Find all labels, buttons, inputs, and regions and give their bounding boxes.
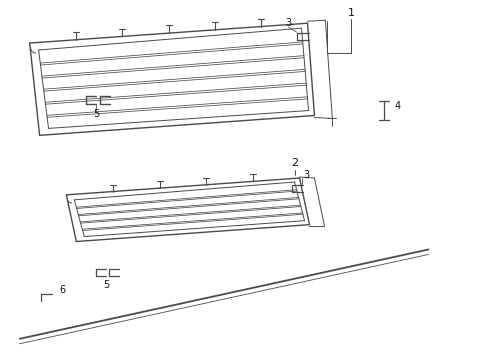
Text: 5: 5	[103, 280, 109, 290]
Text: 1: 1	[348, 8, 355, 18]
Text: 6: 6	[59, 285, 66, 295]
Text: 5: 5	[93, 108, 99, 118]
Text: 2: 2	[291, 158, 298, 168]
Text: 4: 4	[395, 100, 401, 111]
Text: 3: 3	[303, 170, 310, 180]
Text: 3: 3	[286, 18, 292, 28]
